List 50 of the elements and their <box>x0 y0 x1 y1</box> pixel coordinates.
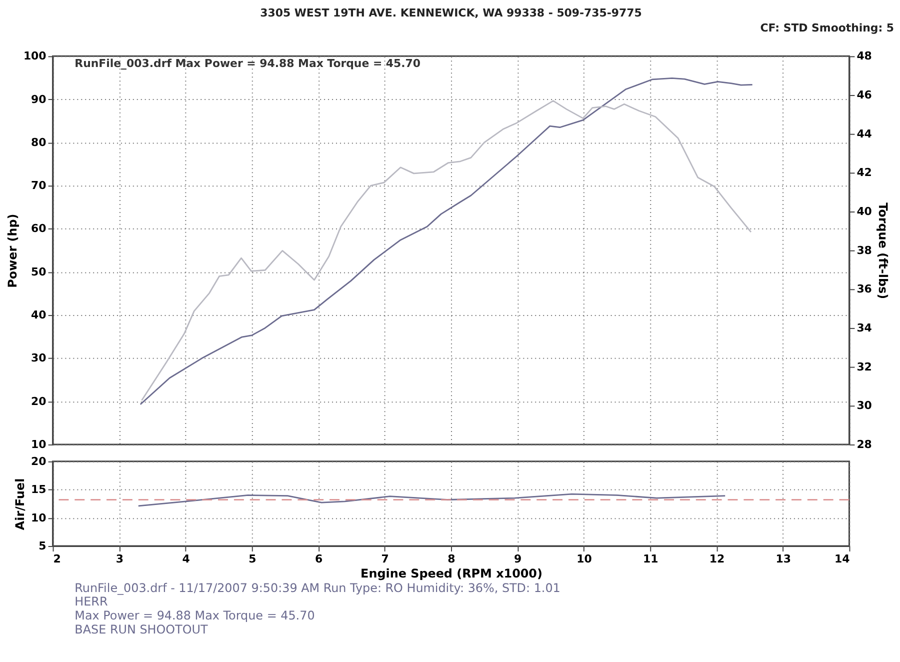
y-tick-label: 30 <box>31 352 47 365</box>
y-tick-label: 20 <box>31 394 47 408</box>
x-tick-label: 12 <box>709 552 725 566</box>
x-tick-label: 4 <box>182 552 190 566</box>
y-tick-label: 80 <box>31 136 47 149</box>
y-tick-label: 15 <box>31 483 46 496</box>
x-tick-label: 3 <box>116 552 124 566</box>
text: CF: STD Smoothing: 5 <box>760 21 894 34</box>
y2-tick-label: 38 <box>856 244 872 257</box>
x-tick-label: 14 <box>834 552 850 566</box>
y-tick-label: 10 <box>31 438 47 451</box>
x-tick-label: 2 <box>53 552 61 566</box>
y-tick-label: 100 <box>23 50 47 63</box>
chart-title: 3305 WEST 19TH AVE. KENNEWICK, WA 99338 - 509-735-9775 <box>260 6 642 20</box>
text: HERR <box>74 594 108 609</box>
text: RunFile_003.drf - 11/17/2007 9:50:39 AM Run Type: RO Humidity: 36%, STD: 1.01 <box>74 580 560 595</box>
y2-tick-label: 34 <box>856 321 872 334</box>
line-series <box>138 493 726 507</box>
y-axis-title: Air/Fuel <box>13 478 28 530</box>
x-tick-label: 5 <box>248 552 256 566</box>
y-tick-label: 10 <box>31 511 47 524</box>
y-tick-label: 60 <box>31 222 47 236</box>
y-tick-label: 50 <box>31 265 47 278</box>
y2-tick-label: 46 <box>856 88 872 102</box>
y-tick-label: 5 <box>38 539 46 552</box>
y-tick-label: 70 <box>31 179 47 192</box>
y2-tick-label: 42 <box>856 166 872 180</box>
x-tick-label: 10 <box>576 552 592 566</box>
y-tick-label: 40 <box>31 308 47 322</box>
x-tick-label: 13 <box>776 552 791 566</box>
annotation: RunFile_003.drf Max Power = 94.88 Max Torque = 45.70 <box>74 57 421 70</box>
y-tick-label: 90 <box>31 92 47 106</box>
y2-tick-label: 44 <box>856 127 872 140</box>
text: Max Power = 94.88 Max Torque = 45.70 <box>74 608 315 623</box>
y2-axis-title: Torque (ft-lbs) <box>876 202 890 300</box>
y2-tick-label: 32 <box>856 360 872 374</box>
y2-tick-label: 40 <box>856 204 872 218</box>
text: BASE RUN SHOOTOUT <box>74 622 208 637</box>
x-tick-label: 9 <box>514 552 522 566</box>
x-tick-label: 11 <box>642 552 658 566</box>
x-tick-label: 8 <box>448 552 456 566</box>
y2-tick-label: 28 <box>856 438 872 451</box>
y2-tick-label: 36 <box>856 282 872 296</box>
y-axis-title: Power (hp) <box>5 214 20 288</box>
y2-tick-label: 48 <box>856 50 872 63</box>
y2-tick-label: 30 <box>856 399 872 412</box>
x-axis-title: Engine Speed (RPM x1000) <box>360 566 542 580</box>
x-tick-label: 7 <box>381 552 389 566</box>
y-tick-label: 20 <box>31 454 47 468</box>
x-tick-label: 6 <box>314 552 323 566</box>
